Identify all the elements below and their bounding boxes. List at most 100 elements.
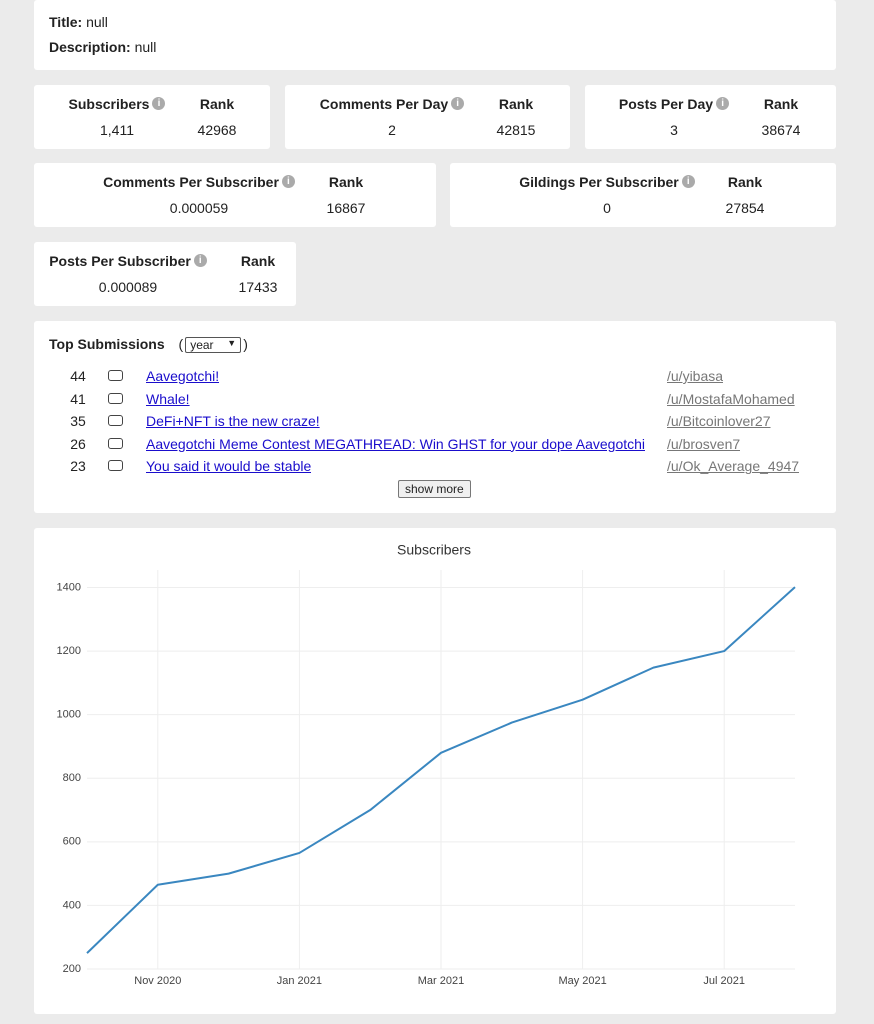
rank-value: 42968 [197,122,237,138]
score: 23 [70,458,86,475]
stat-label-line: Posts Per Subscriber i [18,253,238,269]
author-link[interactable]: /u/Bitcoinlover27 [667,413,771,430]
description-value: null [134,39,157,55]
author-link[interactable]: /u/brosven7 [667,435,741,452]
stat-column: Comments Per Subscriber i 0.000059 [89,174,309,216]
stat-label-line: Comments Per Subscriber i [89,174,309,190]
stat-column: Posts Per Day i 3 [564,96,784,138]
chart-card: Subscribers 200 400 600 800 1000 1200 1400 Nov … [34,528,836,1014]
score: 26 [70,435,86,452]
submission-row: 35 DeFi+NFT is the new craze! /u/Bitcoinlo… [34,410,836,432]
rank-value: 38674 [761,122,801,138]
info-icon[interactable]: i [193,254,207,267]
rank-column: Rank 38674 [671,96,874,138]
x-tick-label: May 2021 [558,975,606,987]
info-icon[interactable]: i [152,97,166,110]
x-tick-label: Jan 2021 [277,975,322,987]
stat-label-line: Posts Per Day i [564,96,784,112]
title-label: Title: [49,14,83,30]
y-tick-label: 1000 [57,709,81,721]
stat-card: Comments Per Subscriber i 0.000059 Rank 1686… [34,163,436,227]
submission-row: 41 Whale! /u/MostafaMohamed [34,388,836,410]
x-tick-label: Mar 2021 [418,975,464,987]
paren: ) [243,336,248,352]
stat-column: Subscribers i 1,411 [7,96,227,138]
stat-value: 2 [388,122,396,138]
period-value: year [190,338,214,352]
comment-icon[interactable] [108,460,123,472]
rank-label: Rank [727,174,763,190]
stat-label: Posts Per Subscriber [49,253,191,269]
info-icon[interactable]: i [451,97,465,110]
submission-link[interactable]: You said it would be stable [146,458,312,475]
submissions-title: Top Submissions [49,336,165,352]
stat-value: 0.000059 [169,200,229,216]
rank-value: 42815 [496,122,536,138]
stat-card: Comments Per Day i 2 Rank 42815 [285,85,570,149]
y-tick-label: 600 [63,836,81,848]
stat-card: Gildings Per Subscriber i 0 Rank 27854 [450,163,836,227]
comment-icon[interactable] [108,392,123,404]
stat-value: 1,411 [100,122,134,138]
chart-title: Subscribers [397,542,471,558]
rank-label: Rank [199,96,235,112]
submissions-heading: Top Submissions (year ▼) [49,336,248,353]
info-icon[interactable]: i [681,175,695,188]
rank-label: Rank [328,174,364,190]
y-tick-label: 1400 [57,581,81,593]
stat-label: Comments Per Subscriber [103,174,279,190]
stat-value: 3 [670,122,678,138]
line-series [86,586,796,954]
submission-row: 44 Aavegotchi! /u/yibasa [34,365,836,387]
submission-link[interactable]: Aavegotchi Meme Contest MEGATHREAD: Win … [146,435,646,452]
author-link[interactable]: /u/Ok_Average_4947 [667,458,800,475]
author-link[interactable]: /u/yibasa [667,368,724,384]
y-tick-label: 800 [63,772,81,784]
rank-column: Rank 27854 [635,174,855,216]
stat-label: Gildings Per Subscriber [519,174,679,190]
rank-column: Rank 16867 [236,174,456,216]
info-icon[interactable]: i [716,97,730,110]
description-label: Description: [49,39,131,55]
title-value: null [86,14,108,30]
stat-value: 0.000089 [98,279,158,295]
score: 41 [70,390,86,407]
chart: Subscribers 200 400 600 800 1000 1200 1400 Nov … [57,542,796,987]
author-link[interactable]: /u/MostafaMohamed [667,390,795,407]
stat-label-line: Gildings Per Subscriber i [497,174,717,190]
submission-link[interactable]: Whale! [146,390,190,407]
title-line: Title: null [49,14,108,30]
submissions-card: Top Submissions (year ▼) show more 44 Aave… [34,321,836,513]
submission-link[interactable]: DeFi+NFT is the new craze! [146,413,320,430]
rank-column: Rank 17433 [148,253,368,295]
y-tick-label: 1200 [57,645,81,657]
stat-column: Gildings Per Subscriber i 0 [497,174,717,216]
rank-column: Rank 42815 [406,96,626,138]
stat-card: Posts Per Day i 3 Rank 38674 [585,85,836,149]
rank-label: Rank [240,253,276,269]
comment-icon[interactable] [108,370,123,381]
stat-column: Posts Per Subscriber i 0.000089 [18,253,238,295]
submission-row: 23 You said it would be stable/u/Ok_Avera… [34,455,836,477]
stat-label: Subscribers [68,96,150,112]
period-select[interactable]: year ▼ [185,337,242,353]
stat-value: 0 [603,200,611,216]
score: 35 [70,413,86,430]
paren: ( [178,336,184,352]
submission-link[interactable]: Aavegotchi! [146,368,220,384]
rank-value: 17433 [238,279,278,295]
stat-card: Posts Per Subscriber i 0.000089 Rank 17433 [34,242,296,306]
comment-icon[interactable] [108,437,123,449]
comment-icon[interactable] [108,415,123,427]
show-more-button[interactable]: show more [398,480,471,498]
header-card: Title: null Description: null [34,0,836,70]
info-icon[interactable]: i [281,175,295,188]
rank-value: 27854 [725,200,765,216]
rank-label: Rank [498,96,534,112]
y-tick-label: 200 [63,963,81,975]
submission-row: 26 Aavegotchi Meme Contest MEGATHREAD: Wi… [34,433,836,455]
rank-value: 16867 [326,200,366,216]
rank-column: Rank 42968 [107,96,327,138]
rank-label: Rank [763,96,799,112]
